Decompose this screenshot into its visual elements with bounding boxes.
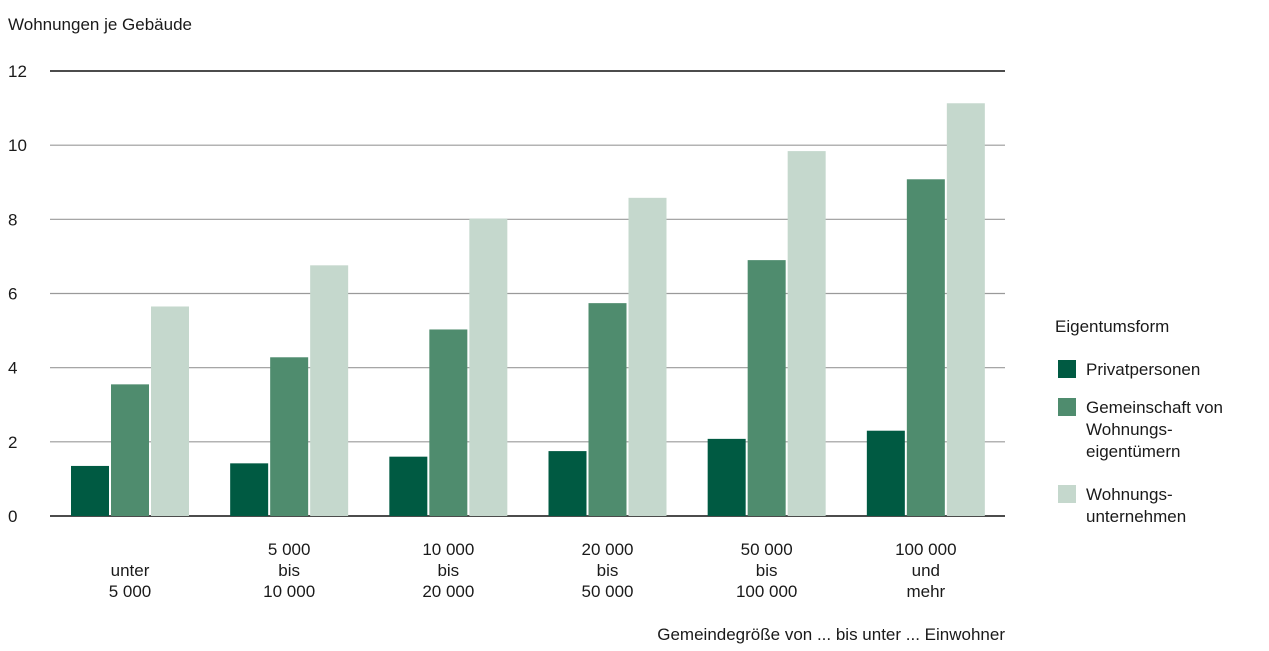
y-tick-label: 8	[8, 210, 17, 229]
bar	[310, 265, 349, 516]
y-tick-label: 0	[8, 507, 17, 526]
legend-swatch	[1058, 398, 1076, 416]
y-tick-label: 2	[8, 433, 17, 452]
legend-title: Eigentumsform	[1055, 317, 1169, 336]
bar	[747, 260, 786, 516]
x-tick-label: 5 000 bis 10 000	[263, 540, 315, 601]
x-tick-label: 50 000 bis 100 000	[736, 540, 797, 601]
legend-entry: Privatpersonen	[1086, 360, 1200, 379]
bar	[270, 357, 309, 516]
legend-entry: Gemeinschaft von Wohnungs-eigentümern	[1086, 398, 1223, 461]
legend-entry: Wohnungs-unternehmen	[1086, 485, 1186, 526]
y-tick-label: 10	[8, 136, 27, 155]
bar	[429, 329, 468, 516]
bar	[469, 218, 508, 516]
bar	[230, 463, 269, 516]
x-tick-label: 20 000 bis 50 000	[582, 540, 634, 601]
y-tick-label: 4	[8, 359, 17, 378]
bar	[389, 456, 428, 516]
legend: Eigentumsform Privatpersonen Gemeinschaft…	[1055, 317, 1223, 526]
y-tick-label: 6	[8, 285, 17, 304]
legend-swatch	[1058, 360, 1076, 378]
bar	[787, 151, 826, 516]
bar	[588, 303, 627, 516]
x-tick-label: 100 000 und mehr	[895, 540, 956, 601]
grid-lines	[50, 70, 1005, 517]
bar	[71, 465, 109, 516]
bars	[71, 103, 985, 517]
bar	[707, 438, 746, 516]
bar	[548, 451, 587, 516]
bar	[151, 306, 189, 516]
x-tick-label: 10 000 bis 20 000	[422, 540, 474, 601]
x-tick-labels: unter 5 000 5 000 bis 10 000 10 000 bis 20 000 2…	[109, 540, 957, 601]
legend-swatch	[1058, 485, 1076, 503]
bar	[866, 430, 905, 516]
y-tick-labels: 0 2 4 6 8 10 12	[8, 62, 27, 526]
y-axis-label: Wohnungen je Gebäude	[8, 15, 192, 34]
bar	[111, 384, 149, 516]
bar	[946, 103, 985, 516]
bar	[906, 179, 945, 517]
x-tick-label: unter 5 000	[109, 561, 152, 601]
y-tick-label: 12	[8, 62, 27, 81]
bar	[628, 197, 667, 516]
x-axis-label: Gemeindegröße von ... bis unter ... Einw…	[657, 625, 1005, 644]
